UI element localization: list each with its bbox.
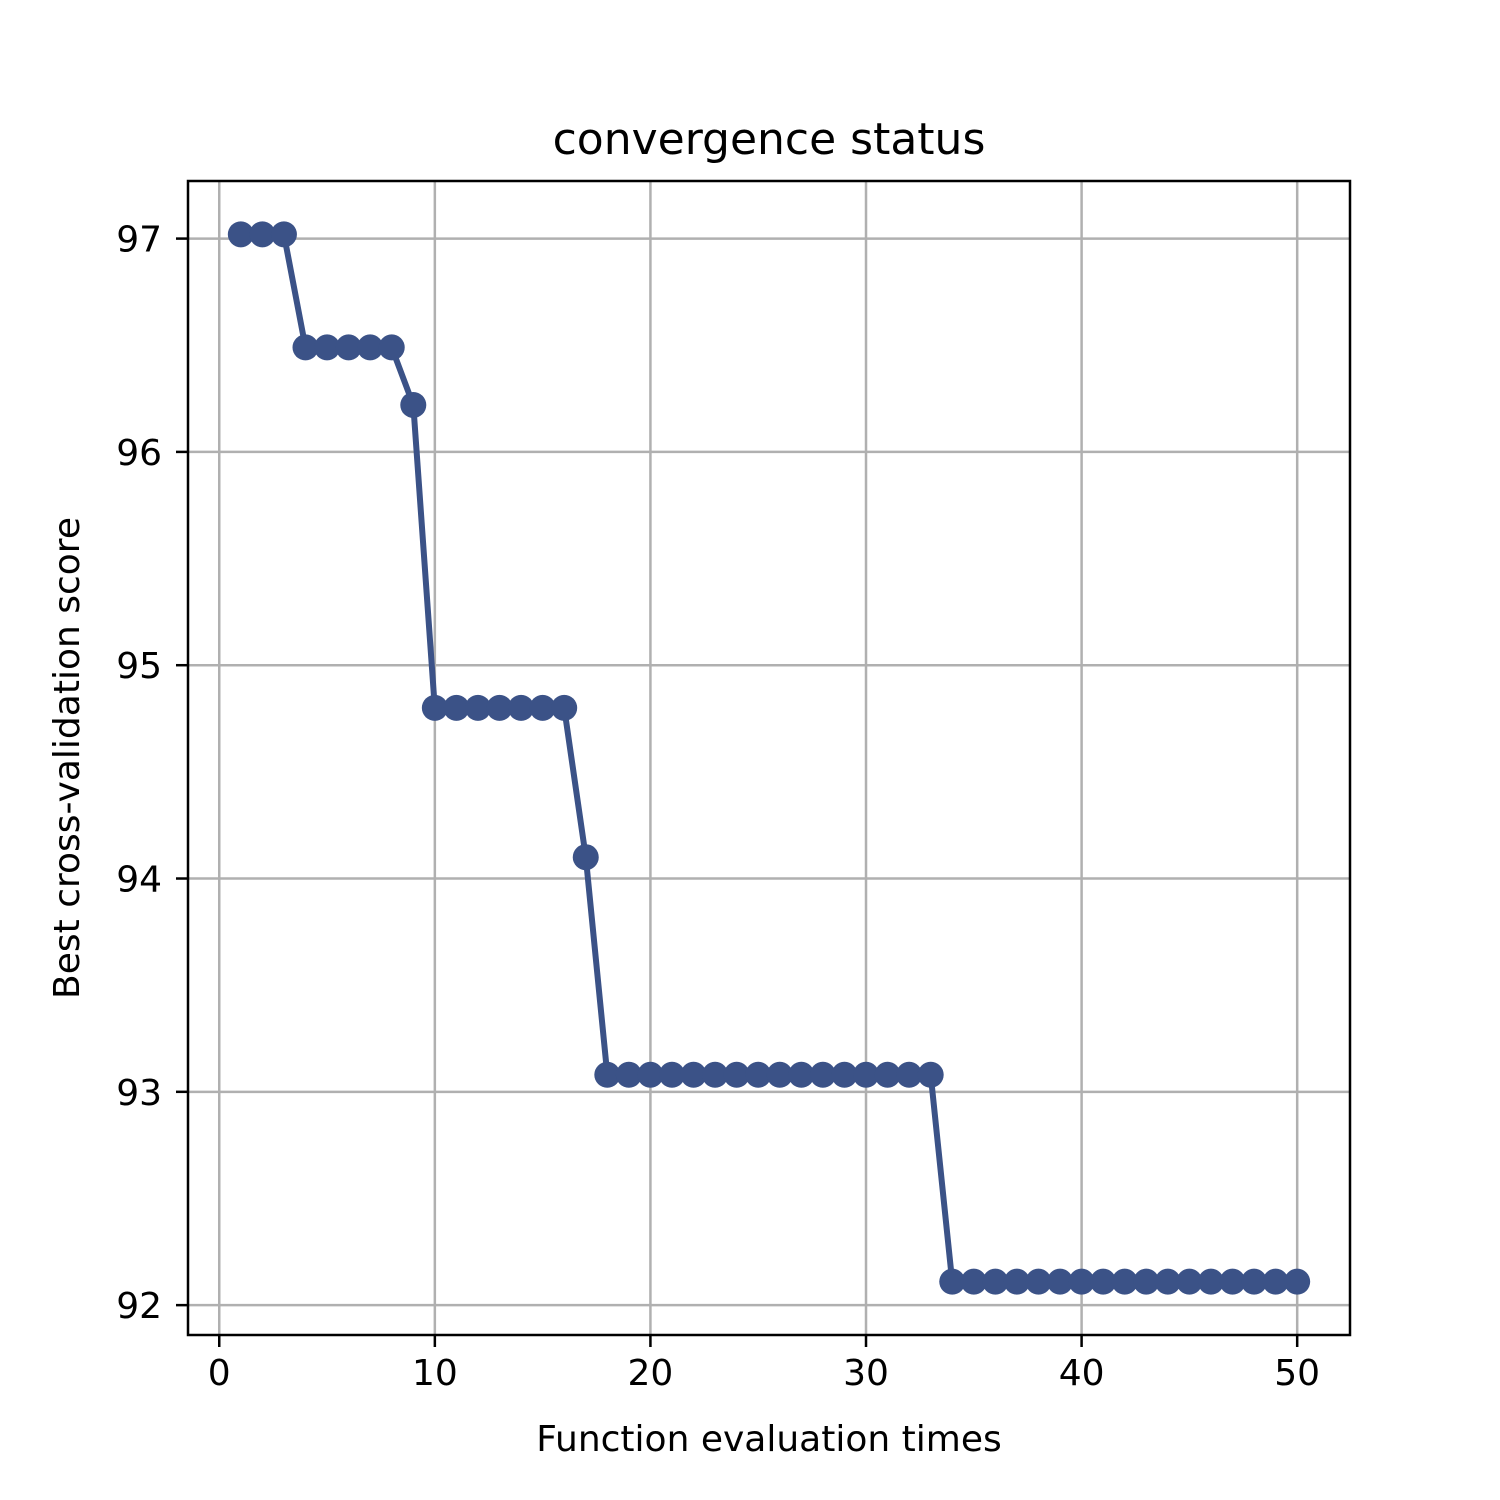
data-point [1111, 1268, 1138, 1295]
data-point [982, 1268, 1009, 1295]
y-tick-label: 93 [116, 1073, 162, 1114]
data-point [421, 694, 448, 721]
data-point [615, 1061, 642, 1088]
data-point [529, 694, 556, 721]
series-layer [227, 221, 1311, 1295]
y-tick-label: 96 [116, 433, 162, 474]
data-point [486, 694, 513, 721]
data-point [357, 334, 384, 361]
data-point [766, 1061, 793, 1088]
data-point [594, 1061, 621, 1088]
data-point [270, 221, 297, 248]
data-point [551, 694, 578, 721]
data-point [896, 1061, 923, 1088]
data-point [227, 221, 254, 248]
data-point [249, 221, 276, 248]
data-point [788, 1061, 815, 1088]
x-tick-label: 0 [208, 1353, 231, 1394]
y-tick-label: 95 [116, 646, 162, 687]
data-point [702, 1061, 729, 1088]
data-point [658, 1061, 685, 1088]
data-point [831, 1061, 858, 1088]
data-point [1262, 1268, 1289, 1295]
x-tick-label: 30 [843, 1353, 889, 1394]
data-point [853, 1061, 880, 1088]
data-point [960, 1268, 987, 1295]
x-tick-label: 10 [412, 1353, 458, 1394]
data-point [378, 334, 405, 361]
data-point [1219, 1268, 1246, 1295]
data-point [680, 1061, 707, 1088]
data-point [1241, 1268, 1268, 1295]
data-point [1025, 1268, 1052, 1295]
data-point [314, 334, 341, 361]
y-tick-label: 97 [116, 220, 162, 261]
data-point [508, 694, 535, 721]
data-point [443, 694, 470, 721]
x-axis-label: Function evaluation times [536, 1419, 1001, 1460]
y-tick-label: 92 [116, 1286, 162, 1327]
y-axis-label: Best cross-validation score [47, 517, 88, 999]
data-point [745, 1061, 772, 1088]
y-axis-ticks: 92 93 94 95 96 97 [116, 220, 188, 1327]
data-point [637, 1061, 664, 1088]
data-point [1090, 1268, 1117, 1295]
data-point [400, 391, 427, 418]
x-tick-label: 20 [628, 1353, 674, 1394]
data-point [1284, 1268, 1311, 1295]
x-axis-ticks: 0 10 20 30 40 50 [208, 1335, 1320, 1394]
data-point [917, 1061, 944, 1088]
data-point [335, 334, 362, 361]
gridlines [188, 181, 1350, 1335]
data-point [1154, 1268, 1181, 1295]
data-point [939, 1268, 966, 1295]
data-point [292, 334, 319, 361]
data-point [1003, 1268, 1030, 1295]
data-point [1176, 1268, 1203, 1295]
data-point [1047, 1268, 1074, 1295]
data-point [464, 694, 491, 721]
chart-title: convergence status [553, 114, 986, 165]
data-point [874, 1061, 901, 1088]
y-tick-label: 94 [116, 860, 162, 901]
data-point [1197, 1268, 1224, 1295]
data-point [1068, 1268, 1095, 1295]
x-tick-label: 40 [1059, 1353, 1105, 1394]
data-point [572, 844, 599, 871]
plot-frame [186, 179, 1352, 1337]
data-point [1133, 1268, 1160, 1295]
data-point [723, 1061, 750, 1088]
data-point [809, 1061, 836, 1088]
x-tick-label: 50 [1274, 1353, 1320, 1394]
